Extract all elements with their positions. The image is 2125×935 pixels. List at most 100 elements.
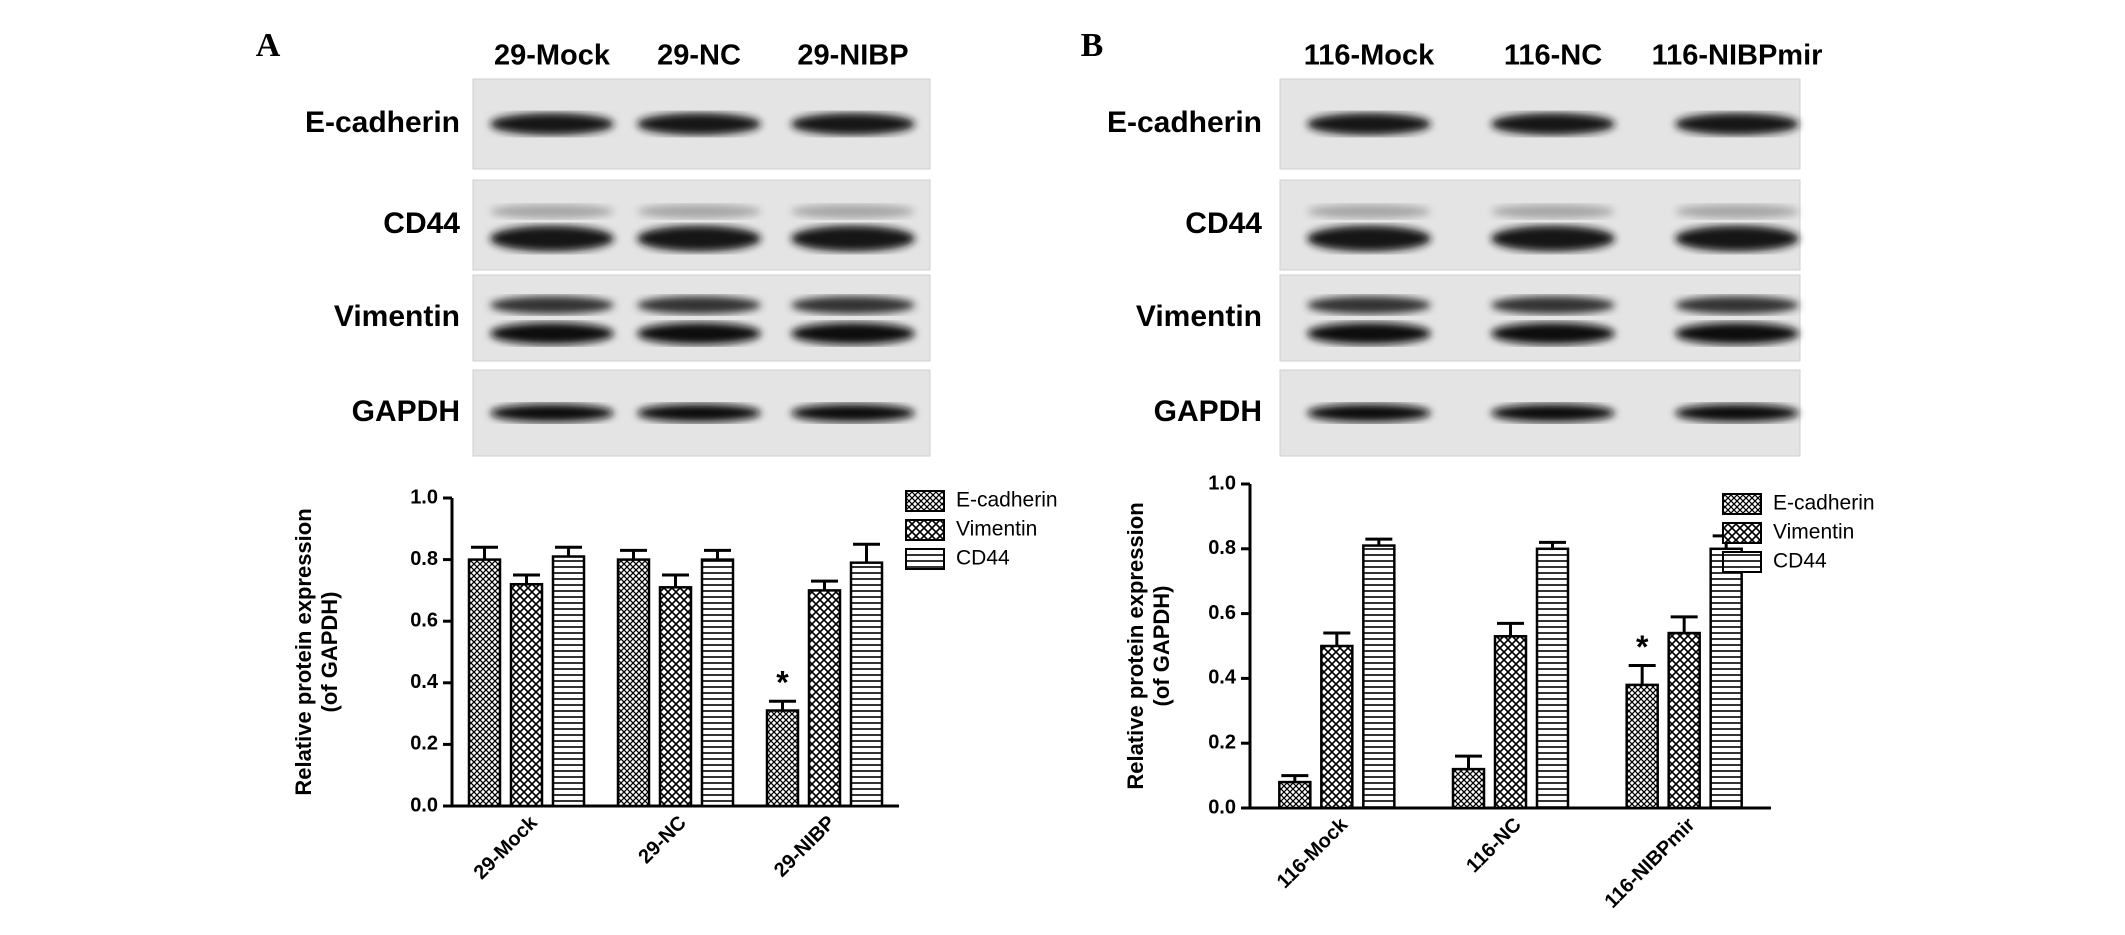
error-bar [1670,615,1698,634]
x-tick-label: 116-NIBPmir [1601,814,1700,913]
blot-band [791,204,915,219]
bar [1709,547,1743,810]
blot-band [1491,322,1615,345]
blot-band [490,404,614,422]
error-bar [1628,663,1656,685]
blot-band [490,225,614,252]
y-tick-label: 0.6 [410,609,438,631]
bar [658,586,693,808]
x-tick-label: 29-NC [634,812,690,868]
blot-band [1307,225,1431,252]
error-bar [853,542,880,563]
legend-swatch [905,490,945,512]
lane-label: 116-NC [1504,40,1602,72]
error-bar [811,579,838,591]
blot [472,179,931,271]
y-tick-label: 0.4 [410,671,439,693]
row-label: CD44 [1185,207,1262,240]
blot-band [637,113,761,135]
panel-label: A [256,27,281,64]
bar [1451,767,1486,810]
blot-band [1491,225,1615,252]
legend-swatch [1722,551,1762,573]
blot-band [1675,296,1799,315]
blot-band [791,322,915,345]
blot-band [637,322,761,345]
blot-band [791,225,915,252]
error-bar [555,545,582,557]
y-axis-label: Relative protein expression(of GAPDH) [1123,502,1174,789]
blot-band [1307,113,1431,135]
error-bar [662,573,689,588]
significance-marker: * [776,665,789,701]
blot-band [791,296,915,315]
lane-label: 29-NIBP [797,40,908,72]
blot-band [1675,322,1799,345]
legend-label: Vimentin [956,518,1037,541]
row-label: E-cadherin [1107,106,1262,139]
blot-band [1675,404,1799,422]
x-tick-label: 29-Mock [470,811,543,884]
legend-swatch [905,519,945,541]
legend-swatch [1722,522,1762,544]
blot-band [1307,204,1431,219]
error-bar [769,699,796,711]
bar [1493,635,1528,810]
row-label: GAPDH [1154,395,1262,428]
blot-band [1675,113,1799,135]
bar [1625,683,1659,810]
blot [1279,274,1801,362]
blot-band [490,113,614,135]
bar [616,558,651,808]
row-label: GAPDH [352,395,460,428]
error-bar [1323,631,1351,646]
y-axis-label-line: Relative protein expression [1123,502,1148,789]
bar [765,709,800,808]
lane-label: 29-Mock [494,40,611,72]
blot [472,274,931,362]
blot-band [490,322,614,345]
legend-label: CD44 [956,547,1010,570]
y-tick-label: 0.2 [410,733,438,755]
blot-band [637,225,761,252]
y-tick-label: 1.0 [1208,472,1236,494]
blot-band [637,404,761,422]
legend-label: CD44 [1773,550,1827,573]
y-axis-label-line: (of GAPDH) [1149,586,1174,707]
bar [1278,780,1312,810]
row-label: CD44 [383,207,460,240]
row-label: Vimentin [334,300,460,333]
significance-marker: * [1636,629,1649,665]
bar [1667,631,1701,810]
y-tick-label: 1.0 [410,486,438,508]
row-label: E-cadherin [305,106,460,139]
bar [849,561,884,808]
error-bar [704,548,731,560]
lane-label: 116-NIBPmir [1652,40,1823,72]
blot-band [1491,204,1615,219]
blot-band [490,204,614,219]
blot-band [1675,225,1799,252]
blot-band [1307,322,1431,345]
lane-label: 116-Mock [1304,40,1435,72]
y-tick-label: 0.6 [1208,602,1236,624]
blot-band [1491,404,1615,422]
y-tick-label: 0.2 [1208,731,1236,753]
error-bar [620,548,647,560]
y-axis-label: Relative protein expression(of GAPDH) [291,508,342,795]
blot-band [637,296,761,315]
y-tick-label: 0.8 [410,548,438,570]
error-bar [471,545,498,560]
bar [1320,644,1354,810]
blot-band [637,204,761,219]
error-bar [1497,621,1524,637]
blot-band [1675,204,1799,219]
error-bar [513,573,540,585]
error-bar [1365,537,1393,546]
error-bar [1539,540,1566,549]
error-bar [1455,754,1482,770]
blot-band [1307,404,1431,422]
blot-band [1491,113,1615,135]
blot-band [490,296,614,315]
